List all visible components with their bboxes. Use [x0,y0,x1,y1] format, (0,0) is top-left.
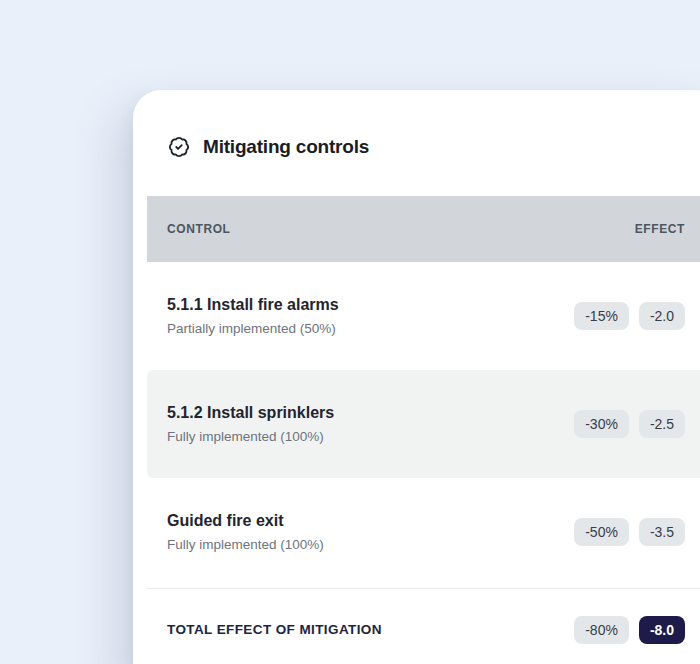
effect-value-badge: -2.5 [639,410,685,438]
table-row: Guided fire exit Fully implemented (100%… [147,478,700,586]
control-name: 5.1.1 Install fire alarms [167,296,339,314]
table-row: 5.1.2 Install sprinklers Fully implement… [147,370,700,478]
effect-value-badge: -2.0 [639,302,685,330]
total-label: TOTAL EFFECT OF MITIGATION [167,622,382,637]
table-row: 5.1.1 Install fire alarms Partially impl… [147,262,700,370]
effect-value-badge: -3.5 [639,518,685,546]
control-status: Fully implemented (100%) [167,429,334,444]
effect-badges: -30% -2.5 [574,410,685,438]
effect-percent-badge: -50% [574,518,629,546]
table-body: 5.1.1 Install fire alarms Partially impl… [147,262,700,586]
control-name: Guided fire exit [167,512,324,530]
control-name: 5.1.2 Install sprinklers [167,404,334,422]
total-badges: -80% -8.0 [574,616,685,644]
card-header: Mitigating controls [133,90,700,158]
mitigating-controls-card: Mitigating controls CONTROL EFFECT 5.1.1… [133,90,700,664]
total-row: TOTAL EFFECT OF MITIGATION -80% -8.0 [147,588,700,664]
control-status: Fully implemented (100%) [167,537,324,552]
total-effect-percent-badge: -80% [574,616,629,644]
table-header-row: CONTROL EFFECT [147,196,700,262]
control-status: Partially implemented (50%) [167,321,339,336]
column-header-effect: EFFECT [635,222,685,236]
effect-percent-badge: -30% [574,410,629,438]
page-title: Mitigating controls [203,136,369,158]
controls-table: CONTROL EFFECT 5.1.1 Install fire alarms… [147,196,700,664]
total-effect-value-badge: -8.0 [639,616,685,644]
effect-badges: -50% -3.5 [574,518,685,546]
page-background: Mitigating controls CONTROL EFFECT 5.1.1… [0,0,700,664]
control-info: Guided fire exit Fully implemented (100%… [167,512,324,552]
effect-badges: -15% -2.0 [574,302,685,330]
column-header-control: CONTROL [167,222,231,236]
control-info: 5.1.1 Install fire alarms Partially impl… [167,296,339,336]
control-info: 5.1.2 Install sprinklers Fully implement… [167,404,334,444]
badge-check-icon [168,136,190,158]
effect-percent-badge: -15% [574,302,629,330]
